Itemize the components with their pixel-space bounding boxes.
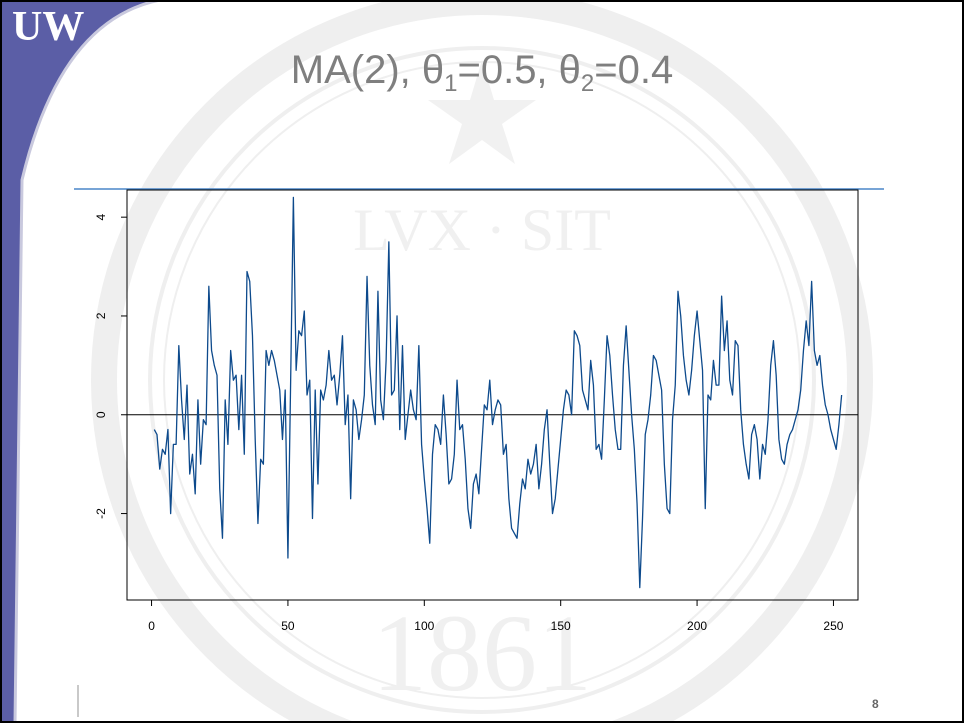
- series-line: [153, 196, 843, 589]
- x-tick-label: 100: [414, 619, 434, 633]
- x-tick-label: 0: [148, 619, 155, 633]
- x-tick-label: 150: [551, 619, 571, 633]
- uw-logo: UW: [12, 4, 84, 50]
- y-tick-label: 2: [94, 312, 108, 319]
- x-tick-label: 200: [687, 619, 707, 633]
- x-tick-label: 250: [823, 619, 843, 633]
- plot-frame: [126, 189, 859, 601]
- left-accent-band: [0, 0, 160, 723]
- seal-motto: LVX · SIT: [353, 197, 611, 263]
- seal-year: 1861: [372, 592, 592, 714]
- slide-title: MA(2), θ1=0.5, θ2=0.4: [290, 48, 674, 97]
- y-tick-label: -2: [94, 508, 108, 519]
- y-tick-label: 4: [94, 214, 108, 221]
- page-number: 8: [872, 697, 879, 711]
- x-tick-label: 50: [281, 619, 295, 633]
- seal-star-icon: [428, 60, 536, 164]
- y-tick-label: 0: [94, 411, 108, 418]
